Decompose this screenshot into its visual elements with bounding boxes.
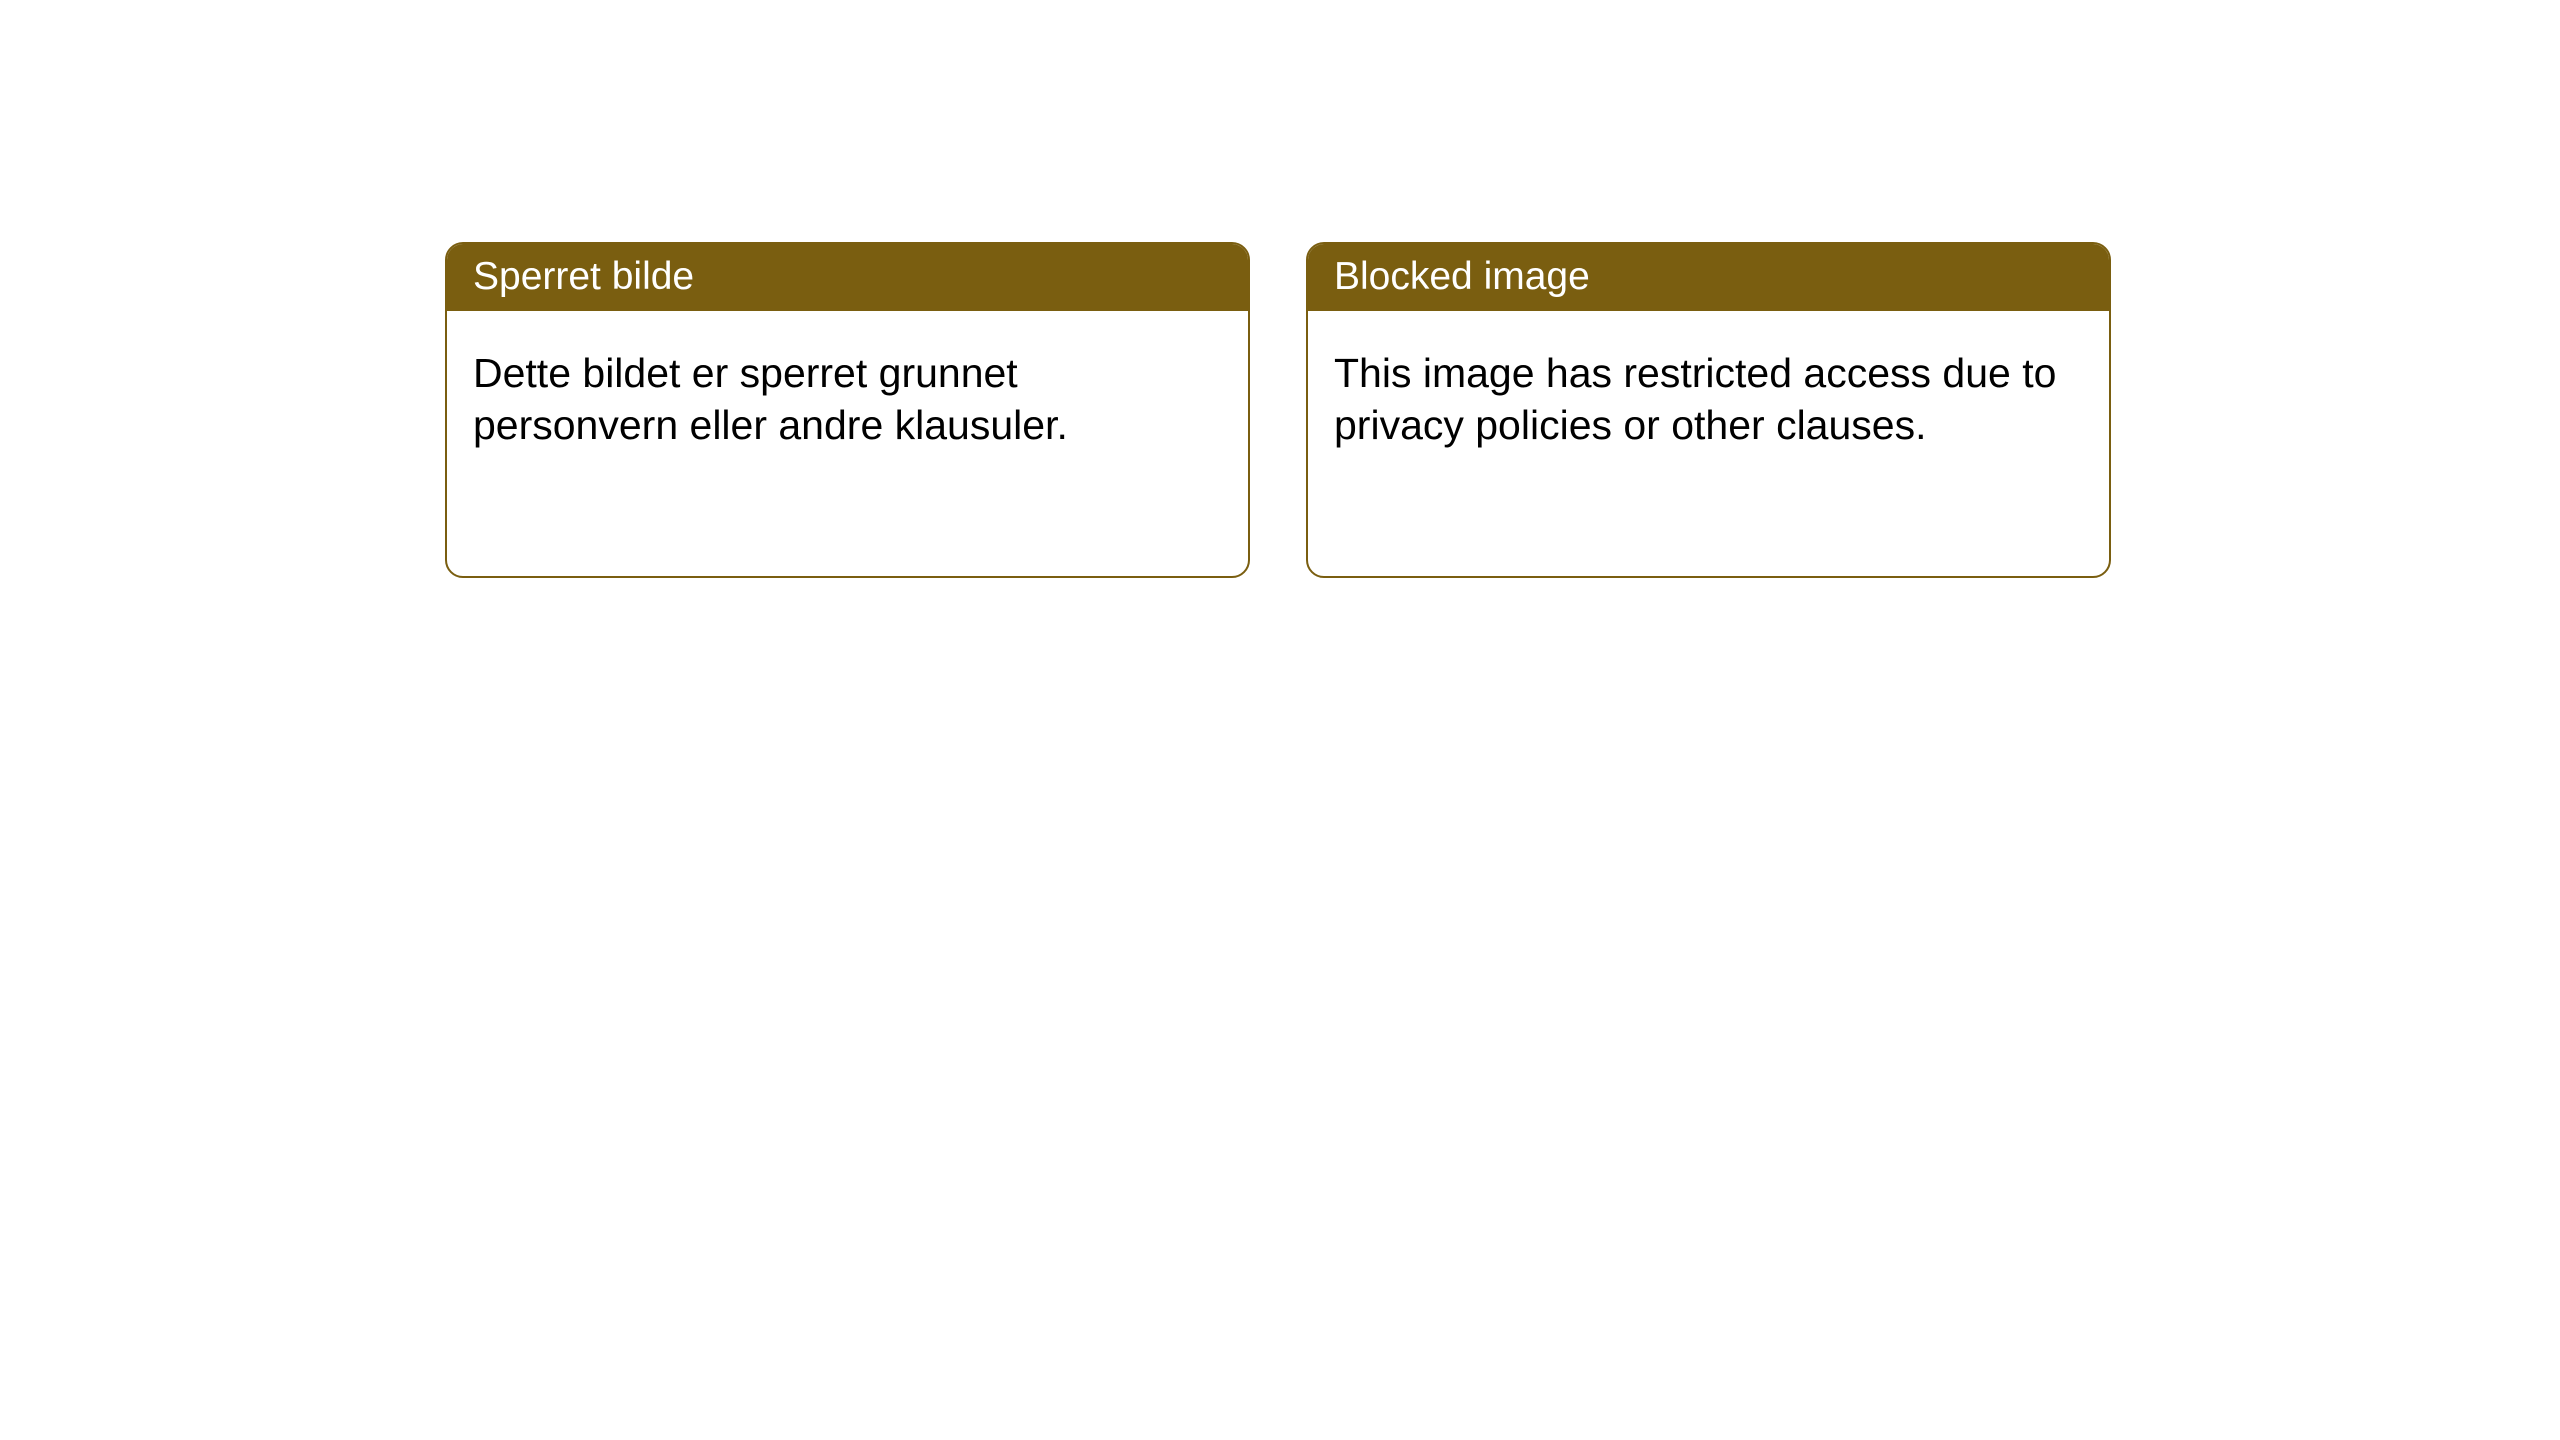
notice-header: Sperret bilde [447, 244, 1248, 311]
notice-body-text: This image has restricted access due to … [1334, 350, 2056, 448]
notice-card-english: Blocked image This image has restricted … [1306, 242, 2111, 578]
notice-title: Blocked image [1334, 255, 1590, 298]
notice-body: This image has restricted access due to … [1308, 311, 2109, 488]
notice-title: Sperret bilde [473, 255, 694, 298]
notice-card-norwegian: Sperret bilde Dette bildet er sperret gr… [445, 242, 1250, 578]
notice-body: Dette bildet er sperret grunnet personve… [447, 311, 1248, 488]
notice-body-text: Dette bildet er sperret grunnet personve… [473, 350, 1068, 448]
notice-container: Sperret bilde Dette bildet er sperret gr… [445, 242, 2111, 578]
notice-header: Blocked image [1308, 244, 2109, 311]
